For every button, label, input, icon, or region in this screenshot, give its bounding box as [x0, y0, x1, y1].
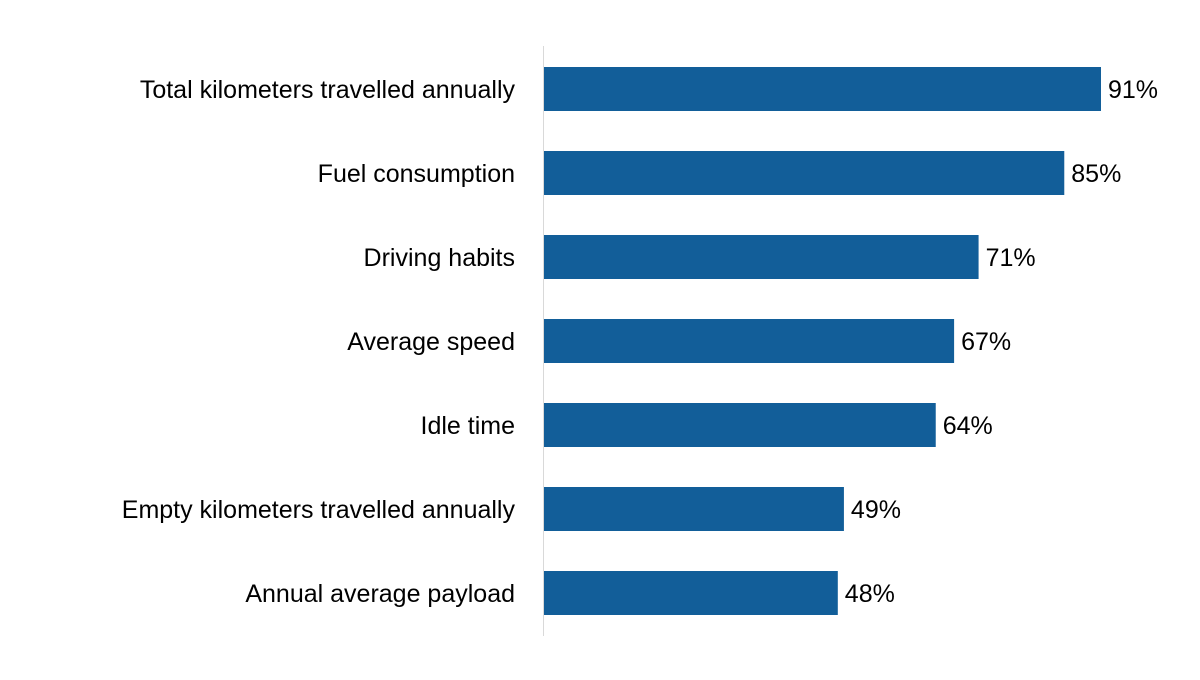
bar [544, 151, 1065, 195]
data-label: 49% [851, 496, 901, 524]
category-label: Idle time [421, 412, 515, 440]
data-label: 64% [943, 412, 993, 440]
category-label: Driving habits [364, 244, 515, 272]
data-label: 71% [986, 244, 1036, 272]
data-label: 48% [845, 580, 895, 608]
category-label: Empty kilometers travelled annually [122, 496, 516, 524]
bar [544, 235, 979, 279]
category-label: Average speed [347, 328, 515, 356]
bar [544, 487, 844, 531]
data-label: 67% [961, 328, 1011, 356]
category-label: Total kilometers travelled annually [140, 76, 516, 104]
data-label: 91% [1108, 76, 1158, 104]
category-label: Fuel consumption [318, 160, 515, 188]
data-label: 85% [1071, 160, 1121, 188]
bar [544, 571, 838, 615]
bar [544, 403, 936, 447]
bar [544, 319, 955, 363]
category-label: Annual average payload [245, 580, 515, 608]
bar [544, 67, 1101, 111]
